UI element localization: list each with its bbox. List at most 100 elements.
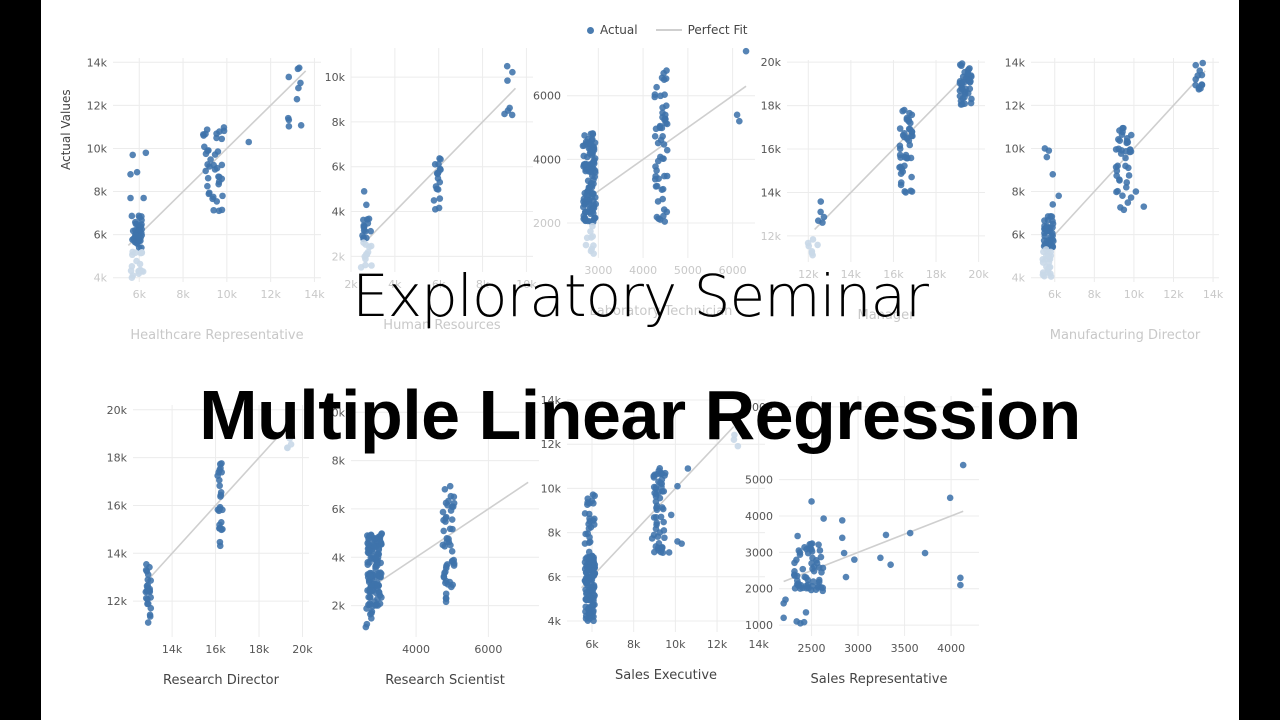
data-point[interactable] [814,217,822,224]
data-point[interactable] [660,488,668,495]
data-point[interactable] [583,191,590,199]
data-point[interactable] [958,62,965,70]
data-point[interactable] [215,178,223,186]
data-point[interactable] [817,208,824,216]
data-point[interactable] [1045,147,1053,154]
data-point[interactable] [1127,148,1135,155]
data-point[interactable] [909,132,916,140]
data-point[interactable] [285,123,293,130]
data-point[interactable] [814,582,822,590]
data-point[interactable] [363,605,370,612]
data-point[interactable] [899,107,906,115]
data-point[interactable] [1045,259,1053,266]
data-point[interactable] [1198,71,1206,79]
data-point[interactable] [442,499,450,507]
data-point[interactable] [133,221,141,228]
data-point[interactable] [127,267,135,275]
data-point[interactable] [651,93,659,101]
data-point[interactable] [1039,259,1047,266]
data-point[interactable] [803,545,810,553]
data-point[interactable] [1140,203,1148,210]
data-point[interactable] [448,548,456,555]
data-point[interactable] [375,546,383,554]
data-point[interactable] [1049,201,1057,208]
data-point[interactable] [442,595,450,602]
data-point[interactable] [368,603,376,610]
data-point[interactable] [360,216,367,224]
data-point[interactable] [211,166,219,173]
data-point[interactable] [506,104,513,112]
data-point[interactable] [367,227,374,235]
data-point[interactable] [378,530,385,538]
data-point[interactable] [202,130,209,138]
data-point[interactable] [809,554,816,562]
data-point[interactable] [218,161,226,169]
data-point[interactable] [368,614,375,622]
data-point[interactable] [213,134,220,142]
data-point[interactable] [808,498,815,505]
data-point[interactable] [371,535,379,542]
data-point[interactable] [956,87,964,94]
data-point[interactable] [294,65,302,73]
data-point[interactable] [657,92,664,100]
data-point[interactable] [215,173,222,180]
data-point[interactable] [447,492,455,500]
data-point[interactable] [903,135,911,143]
data-point[interactable] [653,83,660,91]
data-point[interactable] [436,195,444,202]
data-point[interactable] [1113,167,1121,175]
data-point[interactable] [440,527,448,535]
data-point[interactable] [144,581,152,589]
data-point[interactable] [961,90,969,97]
data-point[interactable] [665,549,673,556]
data-point[interactable] [965,77,973,85]
data-point[interactable] [733,420,740,427]
data-point[interactable] [360,188,368,195]
scatter-plot[interactable]: 2k 4k 6k 8k 10k 2k 4k 6k 8k 10k [325,48,537,302]
data-point[interactable] [802,574,810,581]
data-point[interactable] [659,109,666,117]
data-point[interactable] [1049,224,1056,231]
data-point[interactable] [589,601,597,608]
data-point[interactable] [367,242,375,250]
data-point[interactable] [501,110,508,118]
data-point[interactable] [204,182,211,190]
data-point[interactable] [651,133,659,140]
data-point[interactable] [368,262,375,269]
data-point[interactable] [245,138,253,146]
data-point[interactable] [446,482,454,490]
data-point[interactable] [663,67,670,74]
data-point[interactable] [364,561,372,568]
data-point[interactable] [220,124,228,131]
data-point[interactable] [586,533,593,541]
data-point[interactable] [840,549,848,557]
data-point[interactable] [1123,179,1131,186]
data-point[interactable] [132,232,139,239]
data-point[interactable] [295,84,302,92]
data-point[interactable] [585,566,593,573]
data-point[interactable] [590,499,597,507]
data-point[interactable] [659,185,667,193]
data-point[interactable] [589,130,597,137]
data-point[interactable] [589,147,596,154]
data-point[interactable] [1192,61,1200,69]
data-point[interactable] [1120,206,1128,214]
data-point[interactable] [583,589,590,596]
data-point[interactable] [684,465,692,472]
data-point[interactable] [129,151,137,159]
data-point[interactable] [297,79,304,87]
data-point[interactable] [736,117,743,125]
data-point[interactable] [793,556,800,564]
data-point[interactable] [796,549,804,556]
data-point[interactable] [590,160,598,167]
data-point[interactable] [652,183,660,190]
data-point[interactable] [957,101,965,108]
data-point[interactable] [580,161,588,168]
data-point[interactable] [906,125,914,133]
data-point[interactable] [1122,162,1129,170]
data-point[interactable] [436,178,444,186]
data-point[interactable] [730,436,738,443]
data-point[interactable] [1049,229,1056,237]
data-point[interactable] [127,194,134,202]
data-point[interactable] [219,192,226,200]
